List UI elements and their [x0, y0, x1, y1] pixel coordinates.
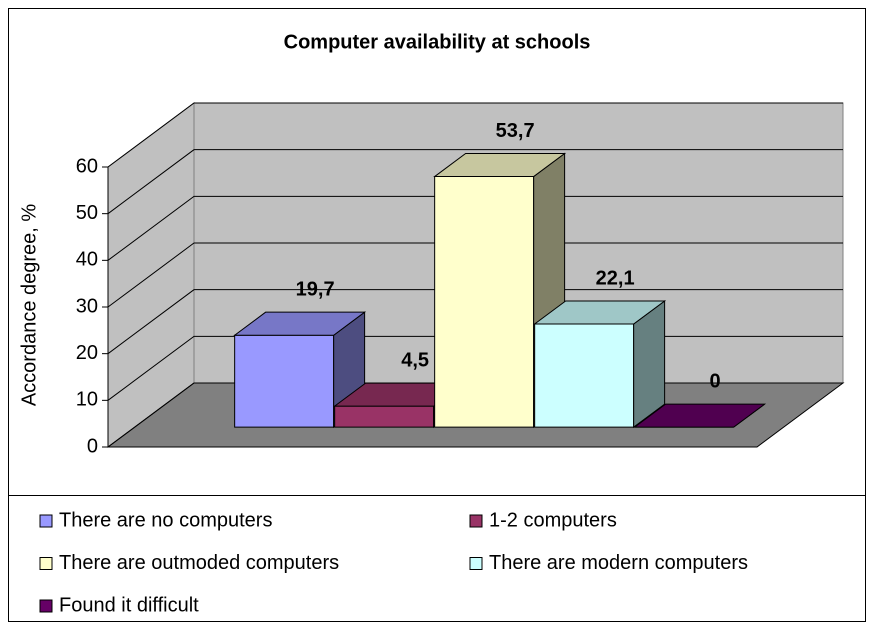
bar-top — [633, 403, 767, 428]
value-label: 22,1 — [596, 267, 635, 289]
legend-swatch — [39, 557, 53, 570]
grid-line — [107, 289, 843, 355]
y-axis-label: Accordance degree, % — [18, 204, 40, 407]
value-label: 19,7 — [296, 278, 335, 300]
y-tick-label: 50 — [76, 202, 98, 224]
y-tick-label: 10 — [76, 389, 98, 411]
legend-swatch — [469, 514, 483, 528]
grid-line — [107, 242, 843, 308]
bar-front — [434, 176, 535, 428]
legend-label: Found it difficult — [59, 594, 199, 616]
chart-title: Computer availability at schools — [284, 31, 591, 53]
bar-front — [334, 405, 435, 428]
legend-label: There are modern computers — [489, 552, 748, 574]
value-label: 53,7 — [496, 120, 535, 142]
bar-top — [533, 300, 667, 325]
legend-label: There are no computers — [59, 509, 272, 531]
y-tick-label: 30 — [76, 295, 98, 317]
legend-label: There are outmoded computers — [59, 552, 339, 574]
grid-line — [107, 195, 843, 261]
y-tick-label: 20 — [76, 342, 98, 364]
grid-line — [107, 149, 843, 215]
value-label: 4,5 — [401, 349, 429, 371]
legend-swatch — [39, 514, 53, 528]
y-tick-label: 40 — [76, 249, 98, 271]
y-tick-label: 60 — [76, 155, 98, 177]
legend-swatch — [469, 557, 483, 570]
bar-top — [433, 153, 567, 178]
value-label: 0 — [710, 370, 721, 392]
bar-front — [234, 334, 335, 428]
grid-line — [107, 102, 843, 168]
legend-swatch — [39, 599, 53, 613]
legend-label: 1-2 computers — [489, 509, 617, 531]
bar-top — [233, 311, 367, 336]
bar-front — [534, 323, 635, 428]
y-tick-label: 0 — [87, 435, 98, 457]
